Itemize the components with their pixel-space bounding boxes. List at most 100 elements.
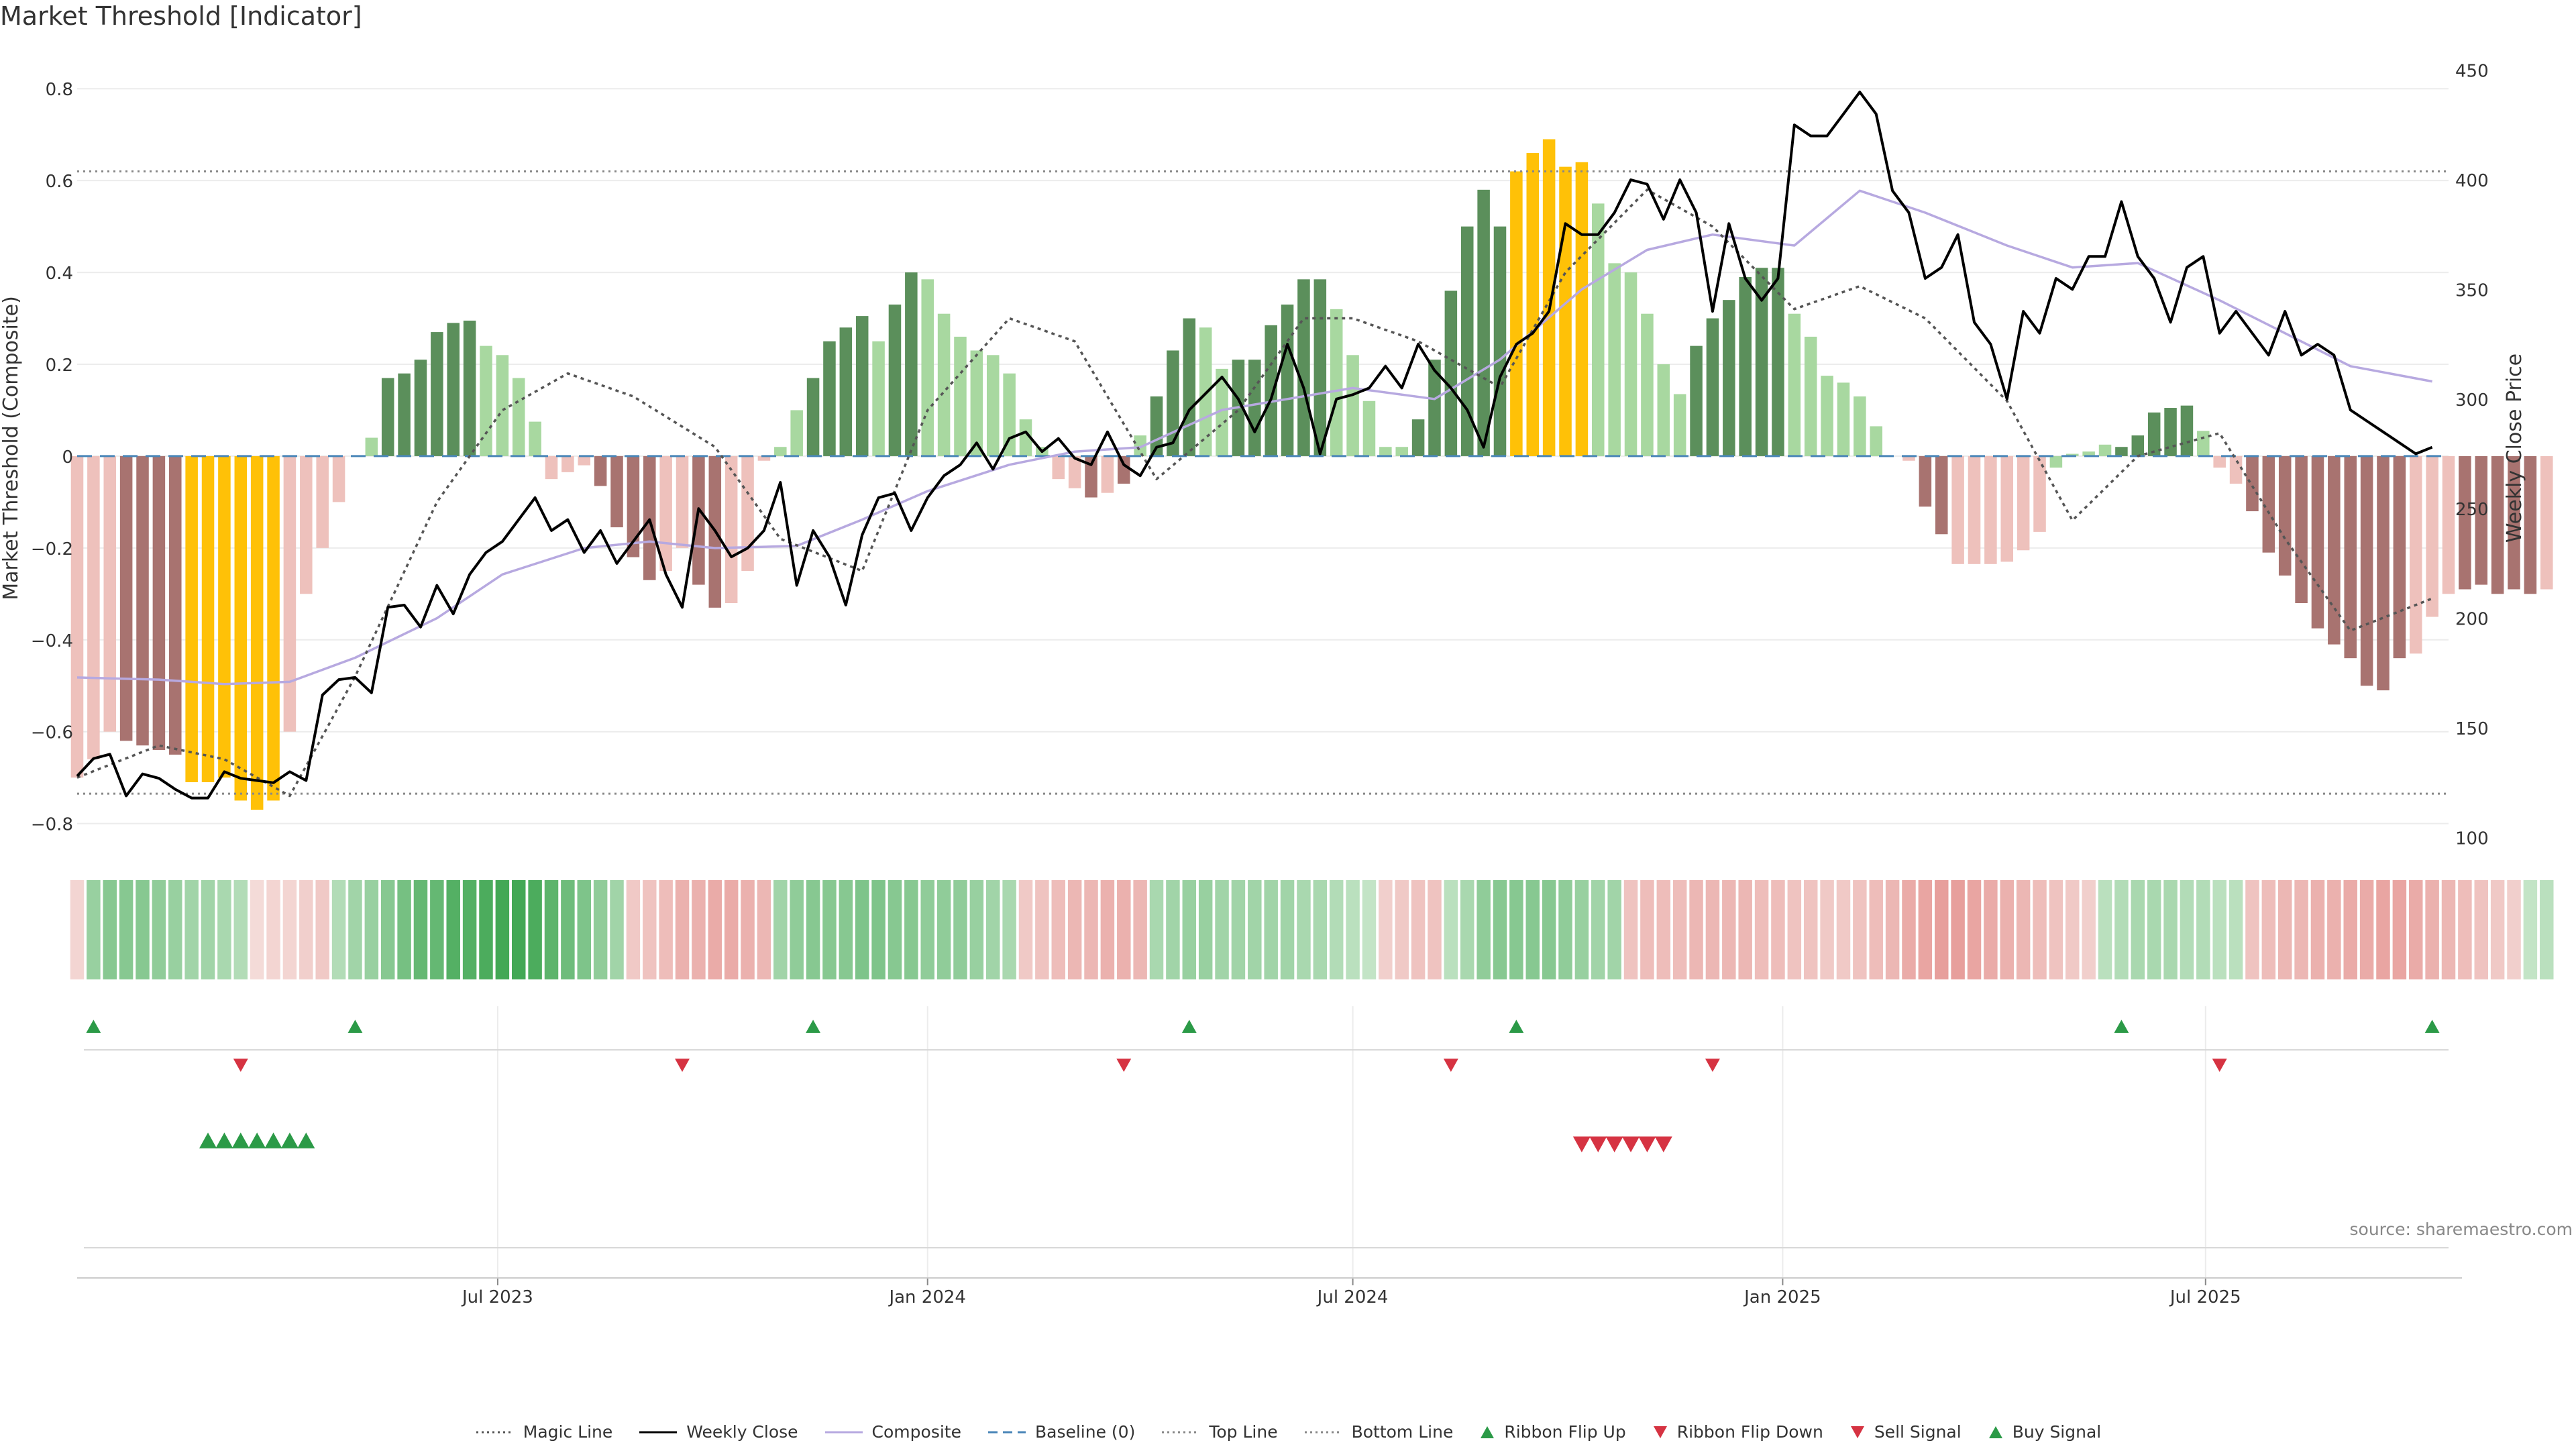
ribbon-cell bbox=[904, 880, 918, 979]
threshold-bar bbox=[1068, 455, 1081, 488]
dotted-line-icon bbox=[1162, 1431, 1200, 1433]
y-right-tick-label: 400 bbox=[2455, 171, 2489, 191]
ribbon-cell bbox=[855, 880, 869, 979]
threshold-bar bbox=[741, 455, 754, 572]
legend-item-baseline: Baseline (0) bbox=[987, 1422, 1135, 1442]
ribbon-cell bbox=[986, 880, 1000, 979]
threshold-bar bbox=[1297, 279, 1310, 456]
source-note: source: sharemaestro.com bbox=[2349, 1220, 2573, 1239]
threshold-bar bbox=[1935, 455, 1948, 535]
threshold-bar bbox=[1477, 189, 1490, 456]
ribbon-cell bbox=[1509, 880, 1523, 979]
threshold-bar bbox=[1804, 336, 1817, 456]
ribbon-flip-down-marker bbox=[1443, 1059, 1458, 1072]
threshold-bar bbox=[2344, 455, 2357, 659]
threshold-bar bbox=[2360, 455, 2373, 686]
threshold-bar bbox=[2213, 455, 2226, 468]
threshold-bar bbox=[2017, 455, 2030, 551]
ribbon-cell bbox=[2441, 880, 2456, 979]
y-right-tick-label: 450 bbox=[2455, 62, 2489, 82]
ribbon-cell bbox=[1640, 880, 1654, 979]
threshold-bar bbox=[2131, 435, 2145, 456]
threshold-bar bbox=[888, 305, 902, 456]
threshold-bar bbox=[2491, 455, 2504, 594]
sell-signal-marker bbox=[1638, 1136, 1656, 1152]
y-left-tick-label: −0.8 bbox=[31, 815, 73, 835]
threshold-bar bbox=[480, 345, 492, 456]
ribbon-cell bbox=[2114, 880, 2129, 979]
ribbon-cell bbox=[741, 880, 755, 979]
threshold-bar bbox=[2066, 453, 2079, 456]
y-left-tick-label: −0.2 bbox=[31, 539, 73, 559]
ribbon-cell bbox=[1329, 880, 1344, 979]
buy-signal-marker bbox=[248, 1132, 266, 1148]
buy-signal-marker bbox=[215, 1132, 233, 1148]
threshold-bar bbox=[2278, 455, 2292, 576]
threshold-bar bbox=[1313, 279, 1327, 456]
ribbon-cell bbox=[724, 880, 739, 979]
ribbon-cell bbox=[1280, 880, 1295, 979]
dotted-line-icon bbox=[476, 1431, 514, 1433]
threshold-bar bbox=[2311, 455, 2324, 629]
axis-layer: 0.8 0.6 0.4 0.2 0 −0.2 −0.4 −0.6 −0.8 450 400 350 30… bbox=[31, 62, 2489, 1307]
triangle-down-icon bbox=[1850, 1426, 1864, 1438]
threshold-bar bbox=[1019, 419, 1032, 456]
threshold-bar bbox=[2246, 455, 2259, 512]
ribbon-cell bbox=[1493, 880, 1507, 979]
ribbon-cell bbox=[1411, 880, 1426, 979]
threshold-bar bbox=[1837, 382, 1850, 456]
ribbon-cell bbox=[446, 880, 460, 979]
grid-layer bbox=[77, 88, 2449, 1278]
threshold-bar bbox=[937, 313, 951, 456]
legend-label: Ribbon Flip Up bbox=[1504, 1422, 1626, 1442]
ribbon-cell bbox=[1689, 880, 1703, 979]
threshold-bar bbox=[365, 437, 378, 456]
ribbon-flip-up-marker bbox=[347, 1020, 363, 1033]
threshold-bar bbox=[1134, 435, 1146, 456]
ribbon-cell bbox=[2000, 880, 2014, 979]
ribbon-cell bbox=[2343, 880, 2357, 979]
sell-signal-marker bbox=[1654, 1136, 1672, 1152]
y-axis-right-label: Weekly Close Price bbox=[2503, 354, 2526, 543]
threshold-bar bbox=[757, 455, 771, 461]
y-right-tick-label: 150 bbox=[2455, 719, 2489, 739]
ribbon-cell bbox=[1297, 880, 1311, 979]
legend-label: Bottom Line bbox=[1351, 1422, 1454, 1442]
ribbon-cell bbox=[1215, 880, 1229, 979]
ribbon-cell bbox=[1771, 880, 1785, 979]
ribbon-cell bbox=[201, 880, 215, 979]
threshold-bar bbox=[954, 336, 967, 456]
y-left-tick-label: 0.4 bbox=[46, 264, 73, 284]
legend-label: Buy Signal bbox=[2012, 1422, 2102, 1442]
threshold-bar bbox=[2409, 455, 2422, 654]
threshold-bar bbox=[676, 455, 689, 548]
ribbon-cell bbox=[593, 880, 608, 979]
y-left-tick-label: 0.6 bbox=[46, 172, 73, 192]
ribbon-cell bbox=[1313, 880, 1328, 979]
threshold-bar bbox=[1346, 355, 1359, 456]
ribbon-cell bbox=[1460, 880, 1474, 979]
threshold-bar bbox=[2393, 455, 2406, 659]
ribbon-cell bbox=[790, 880, 804, 979]
ribbon-cell bbox=[495, 880, 510, 979]
threshold-bar bbox=[2180, 405, 2194, 456]
ribbon-cell bbox=[2409, 880, 2423, 979]
legend-item-topline: Top Line bbox=[1161, 1422, 1278, 1442]
threshold-bar bbox=[381, 378, 394, 456]
y-left-tick-label: 0.2 bbox=[46, 356, 73, 376]
threshold-bar bbox=[1493, 226, 1507, 456]
threshold-bar bbox=[2508, 455, 2520, 590]
ribbon-cell bbox=[2098, 880, 2112, 979]
ribbon-cell bbox=[1362, 880, 1377, 979]
ribbon-cell bbox=[1591, 880, 1605, 979]
legend-label: Ribbon Flip Down bbox=[1676, 1422, 1823, 1442]
ribbon-cell bbox=[871, 880, 885, 979]
threshold-bar bbox=[2540, 455, 2553, 590]
dashed-line-icon bbox=[987, 1431, 1026, 1433]
threshold-bar bbox=[283, 455, 297, 732]
threshold-bar bbox=[1542, 139, 1556, 456]
series-magic-line bbox=[76, 189, 2433, 798]
ribbon-cell bbox=[1248, 880, 1262, 979]
ribbon-flip-up-marker bbox=[2114, 1020, 2129, 1033]
